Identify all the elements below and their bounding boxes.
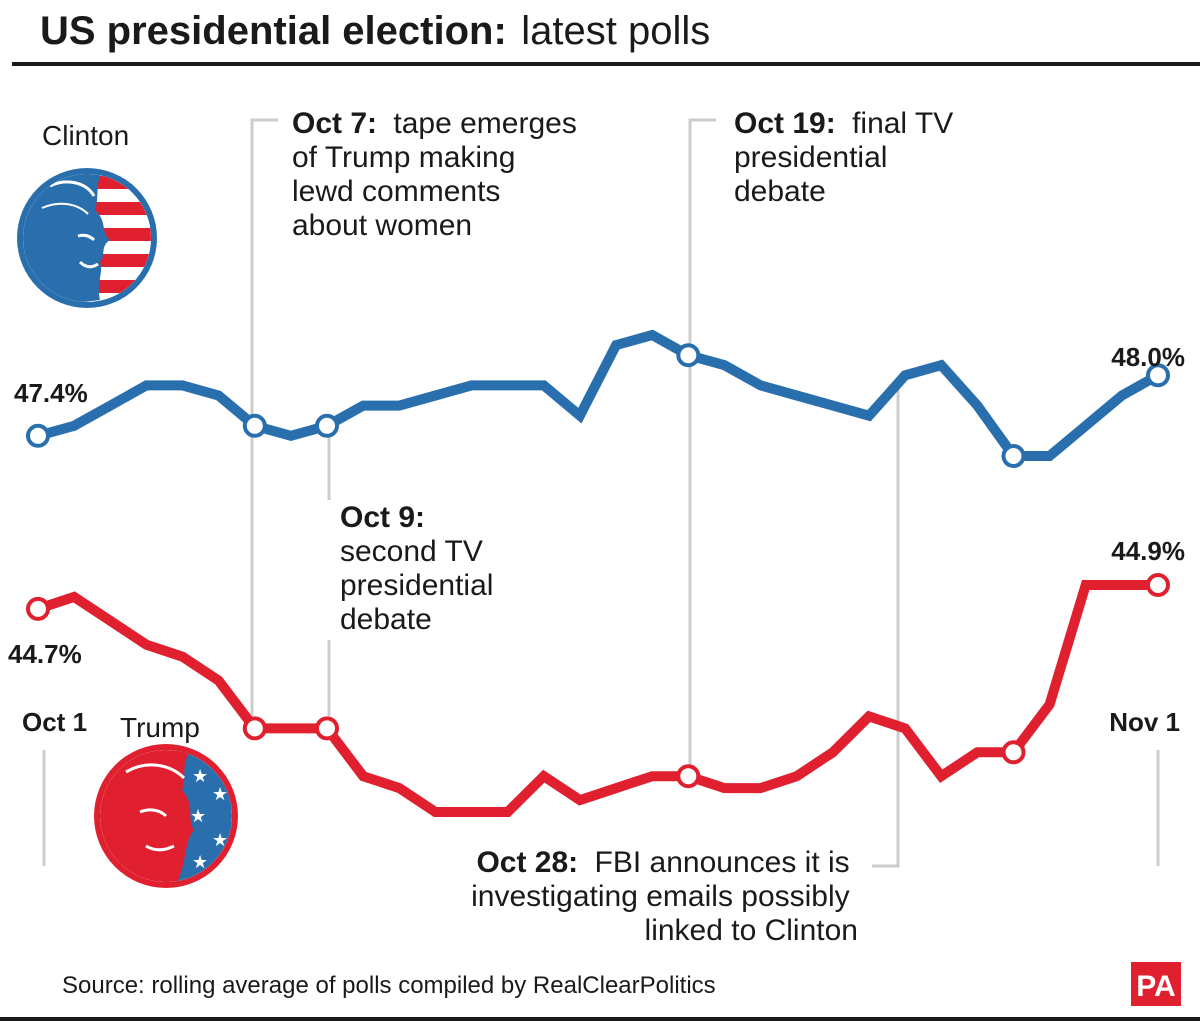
annotation-oct-28-line-1: FBI announces it is	[595, 846, 850, 879]
annotation-oct-19-line-2: presidential	[734, 141, 887, 174]
svg-text:★: ★	[192, 766, 208, 787]
trump-name: Trump	[120, 712, 200, 743]
annotation-oct-19-date: Oct 19:	[734, 107, 836, 140]
annotation-oct-19-line-1: final TV	[852, 107, 953, 140]
annotation-oct-7-date: Oct 7:	[292, 107, 377, 140]
trump-marker-oct-7	[242, 716, 267, 741]
annotation-oct-7-line-2: of Trump making	[292, 141, 515, 174]
trump-marker-oct-19	[676, 764, 701, 789]
annotation-oct-28-line-2: investigating emails possibly	[471, 880, 850, 913]
pa-logo-text: PA	[1136, 970, 1175, 1003]
svg-text:★: ★	[212, 830, 228, 851]
annotation-oct-9-line-2: presidential	[340, 569, 493, 602]
trump-marker-oct-1	[26, 596, 50, 621]
clinton-marker-nov-1	[1146, 363, 1170, 388]
annotation-oct-9-date: Oct 9:	[340, 501, 425, 534]
clinton-marker-oct-19	[676, 343, 701, 368]
annotation-oct-19-line-3: debate	[734, 175, 826, 208]
clinton-series-line	[36, 329, 1161, 461]
trump-series-line	[36, 580, 1158, 817]
trump-marker-oct-28	[1001, 740, 1026, 765]
annotation-oct-19: Oct 19: final TV presidential debate	[734, 107, 962, 208]
x-tick-oct-1: Oct 1	[22, 707, 87, 737]
clinton-marker-oct-28	[1001, 444, 1026, 468]
trump-end-label: 44.9%	[1111, 536, 1185, 566]
clinton-marker-oct-9	[315, 413, 339, 438]
annotation-oct-9-line-3: debate	[340, 603, 432, 636]
x-tick-nov-1: Nov 1	[1109, 707, 1180, 737]
annotation-oct-7-line-1: tape emerges	[393, 107, 576, 140]
pa-logo	[1131, 962, 1181, 1006]
svg-text:★: ★	[192, 852, 208, 873]
annotation-oct-7-line-4: about women	[292, 209, 472, 242]
annotation-oct-7-line-3: lewd comments	[292, 175, 500, 208]
guide-oct-7	[250, 118, 278, 716]
svg-text:★: ★	[212, 784, 228, 805]
clinton-end-label: 48.0%	[1111, 342, 1185, 372]
trump-marker-nov-1	[1146, 573, 1170, 597]
trump-start-label: 44.7%	[8, 639, 82, 669]
marker-layer	[26, 343, 1170, 789]
annotation-oct-7: Oct 7: tape emerges of Trump making lewd…	[292, 107, 585, 242]
guide-oct-19	[688, 118, 716, 773]
chart-title-light: latest polls	[521, 9, 710, 53]
annotation-oct-28: Oct 28: FBI announces it is investigatin…	[471, 846, 858, 947]
clinton-marker-oct-1	[26, 423, 50, 448]
series-layer	[36, 329, 1161, 817]
svg-text:★: ★	[190, 806, 206, 827]
clinton-marker-oct-7	[242, 413, 267, 438]
clinton-name: Clinton	[42, 120, 129, 151]
source-note: Source: rolling average of polls compile…	[62, 972, 716, 999]
trump-portrait-icon: ★ ★ ★ ★ ★	[94, 744, 238, 888]
clinton-portrait-icon	[17, 168, 157, 308]
trump-marker-oct-9	[315, 716, 339, 741]
event-guides	[42, 118, 1160, 868]
guide-oct-28	[872, 388, 900, 868]
annotation-oct-9: Oct 9: second TV presidential debate	[340, 501, 502, 636]
annotation-oct-28-date: Oct 28:	[476, 846, 578, 879]
annotation-oct-28-line-3: linked to Clinton	[645, 914, 858, 947]
clinton-start-label: 47.4%	[14, 378, 88, 408]
chart-title: US presidential election: latest polls	[40, 9, 710, 53]
chart-title-bold: US presidential election:	[40, 9, 507, 53]
annotation-oct-9-line-1: second TV	[340, 535, 483, 568]
